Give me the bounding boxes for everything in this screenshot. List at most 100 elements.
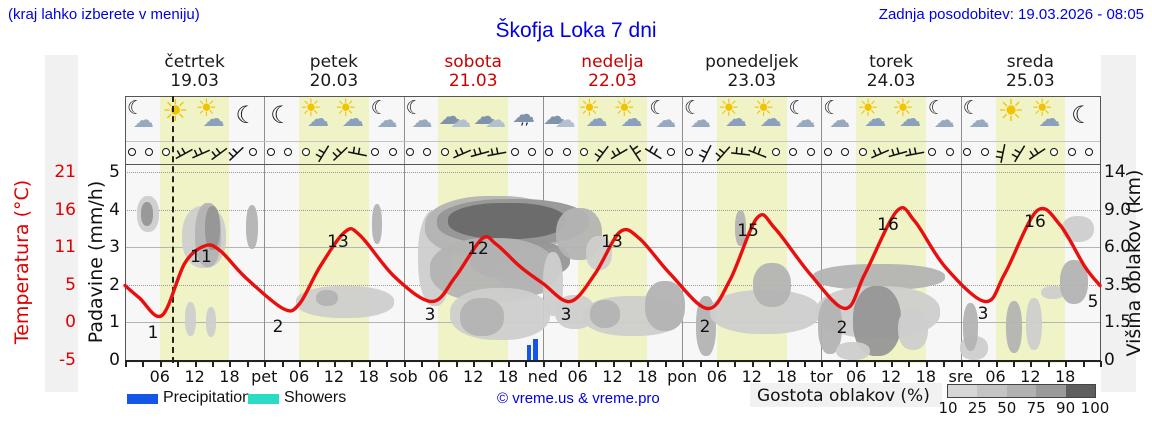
weather-icon-moon-cloud: ☾ ☁	[787, 97, 822, 141]
cloud-height-tick-label: 3.5	[1104, 274, 1132, 295]
cloud-icon: ☁	[542, 104, 566, 130]
wind-calm-icon	[806, 148, 815, 156]
x-axis-tick	[908, 361, 911, 367]
x-axis-label: 06	[985, 367, 1006, 386]
wind-barb-icon	[608, 144, 630, 162]
cloud-icon: ☁	[829, 108, 851, 132]
day-name: sobota	[444, 52, 502, 72]
x-axis-tick	[229, 361, 232, 367]
sun-icon: ☀	[752, 94, 775, 122]
wind-barb-icon	[486, 145, 508, 162]
cloud-blob	[372, 204, 382, 244]
wind-calm-icon	[684, 148, 693, 156]
x-axis-label: 12	[1020, 367, 1041, 386]
x-axis-tick	[925, 361, 928, 367]
wind-barb-icon	[452, 145, 473, 161]
weather-icon-sun: ☀	[160, 97, 195, 141]
moon-icon: ☾	[127, 97, 145, 119]
cloud-icon: ☁	[438, 104, 462, 130]
wind-calm-icon	[510, 148, 519, 156]
wind-barb-icon	[711, 142, 735, 164]
x-axis-label: 18	[497, 367, 519, 386]
x-axis-tick	[403, 361, 406, 367]
cloud-icon: ☁	[759, 107, 782, 132]
sun-icon: ☀	[195, 94, 218, 122]
wind-calm-icon	[301, 148, 310, 156]
wind-barb-icon	[224, 142, 248, 163]
x-axis-tick	[212, 361, 215, 367]
cloud-density-label: Gostota oblakov (%)	[757, 386, 930, 406]
x-axis-tick	[699, 361, 702, 367]
weather-icon-sun-cloud: ☀ ☁	[578, 94, 613, 141]
x-axis-tick	[159, 361, 162, 367]
cloud-density-strip	[750, 383, 942, 407]
cloud-blob	[753, 263, 791, 307]
wind-calm-icon	[858, 148, 867, 156]
x-axis-label: 12	[463, 367, 484, 386]
wind-barb-icon	[207, 143, 230, 162]
wind-calm-icon	[162, 148, 171, 156]
wind-calm-icon	[527, 148, 536, 156]
wind-calm-icon	[423, 148, 432, 156]
wind-barb-icon	[642, 141, 666, 165]
sun-icon: ☀	[161, 94, 189, 129]
x-axis-tick	[490, 361, 493, 367]
sun-icon: ☀	[578, 94, 601, 122]
precip-tick-label: 5	[109, 162, 120, 182]
cloud-icon: ☁	[968, 108, 990, 132]
copyright-link[interactable]: © vreme.us & vreme.pro	[497, 390, 660, 407]
x-axis-tick	[612, 361, 615, 367]
x-axis-label: 12	[602, 367, 623, 386]
cloud-height-tick-label: 6.0	[1104, 237, 1132, 258]
sun-icon: ☀	[892, 94, 914, 122]
day-name: sreda	[1006, 52, 1054, 72]
sun-icon: ☀	[717, 94, 740, 122]
gridline-horizontal	[125, 209, 1100, 211]
cloud-density-tick-label: 50	[997, 399, 1017, 417]
moon-icon: ☾	[823, 97, 841, 119]
weather-icon-moon: ☾	[1065, 97, 1100, 141]
cloud-blob	[898, 308, 928, 350]
x-axis-tick	[751, 361, 754, 367]
x-axis-label: 06	[288, 367, 310, 386]
x-axis-label: 18	[637, 367, 658, 386]
left-axis-strip	[45, 55, 78, 392]
sun-icon: ☀	[1031, 94, 1053, 122]
cloud-density-colorbar-segment	[1065, 385, 1095, 397]
temperature-axis-title: Temperatura (°C)	[11, 179, 33, 345]
x-axis-tick	[246, 361, 249, 367]
temperature-label: 13	[601, 232, 623, 252]
x-axis-tick	[1047, 361, 1050, 367]
x-axis-tick	[734, 361, 737, 367]
sun-icon: ☀	[857, 94, 879, 122]
cloud-icon: ☁	[899, 107, 922, 132]
wind-calm-icon	[127, 148, 136, 156]
cloud-icon: ☁	[485, 108, 507, 132]
weather-icon-cloud: ☁ ☁	[473, 97, 508, 141]
temperature-label: 13	[327, 232, 349, 252]
x-axis-label: 18	[776, 367, 797, 386]
moon-icon: ☾	[1071, 101, 1093, 129]
now-line	[172, 96, 174, 363]
x-axis-tick	[1100, 361, 1102, 367]
cloud-height-axis-title: Višina oblakov (km)	[1123, 169, 1145, 357]
wind-calm-icon	[1067, 148, 1076, 156]
x-axis-day-label: sob	[389, 367, 418, 386]
x-axis-tick	[978, 361, 981, 367]
sun-icon: ☀	[997, 94, 1025, 129]
day-date: 22.03	[588, 71, 637, 91]
wind-barb-icon	[589, 142, 613, 165]
x-axis-tick	[473, 361, 476, 367]
weather-icon-moon-cloud: ☾ ☁	[404, 97, 439, 141]
weather-icon-sun: ☀	[996, 97, 1031, 141]
x-axis-tick	[142, 361, 145, 367]
x-axis-tick	[1065, 361, 1068, 367]
wind-calm-icon	[284, 148, 293, 156]
wind-calm-icon	[266, 148, 275, 156]
showers-swatch	[248, 394, 279, 404]
x-axis-tick	[281, 361, 284, 367]
wind-calm-icon	[928, 148, 937, 156]
precipitation-bar	[527, 344, 531, 360]
cloud-blob	[590, 300, 620, 328]
